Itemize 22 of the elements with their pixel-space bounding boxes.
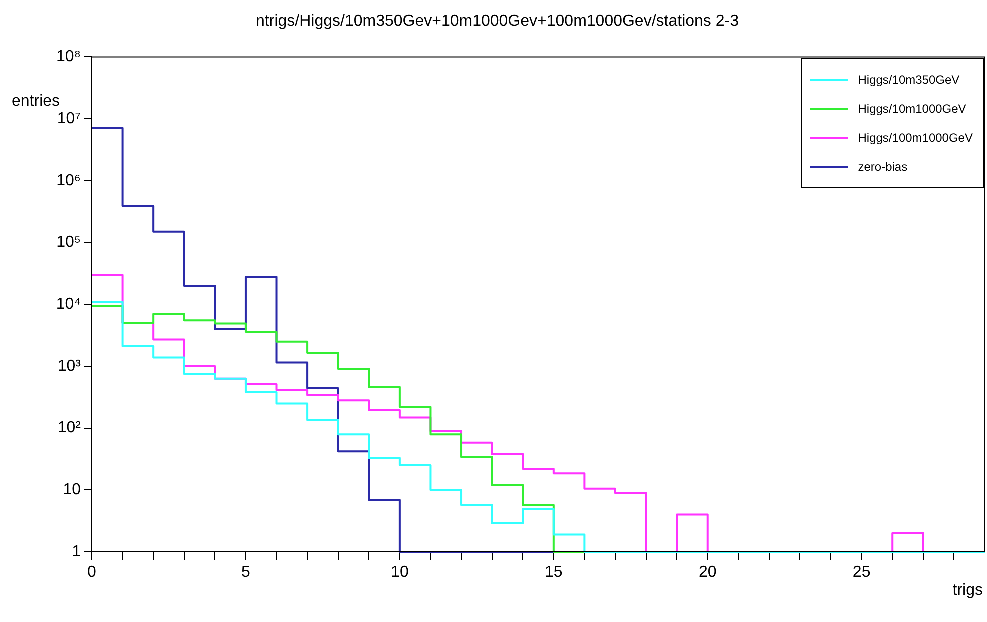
x-tick-label: 5 [242, 564, 251, 582]
y-tick-label: 10⁸ [56, 48, 81, 66]
y-tick-label: 1 [72, 543, 82, 560]
legend-label: Higgs/10m1000GeV [858, 102, 966, 116]
y-tick-label: 10² [58, 420, 82, 437]
legend-label: Higgs/100m1000GeV [858, 130, 973, 145]
y-tick-label: 10³ [58, 358, 82, 375]
legend-label: Higgs/10m350GeV [858, 72, 960, 87]
y-tick-label: 10 [63, 482, 82, 499]
x-axis-title: trigs [952, 582, 983, 600]
x-tick-label: 0 [88, 564, 97, 582]
y-tick-label: 10⁶ [56, 172, 81, 190]
y-tick-label: 10⁷ [57, 110, 82, 128]
x-tick-label: 10 [391, 564, 409, 582]
x-tick-label: 25 [852, 564, 871, 582]
y-tick-label: 10⁵ [56, 234, 81, 252]
chart-title: ntrigs/Higgs/10m350Gev+10m1000Gev+100m1000Gev/stations 2-3 [256, 13, 740, 30]
x-tick-label: 15 [545, 564, 563, 582]
legend-label: zero-bias [858, 160, 908, 174]
y-axis-title: entries [12, 93, 60, 112]
x-tick-label: 20 [698, 564, 717, 582]
y-tick-label: 10⁴ [56, 296, 82, 314]
